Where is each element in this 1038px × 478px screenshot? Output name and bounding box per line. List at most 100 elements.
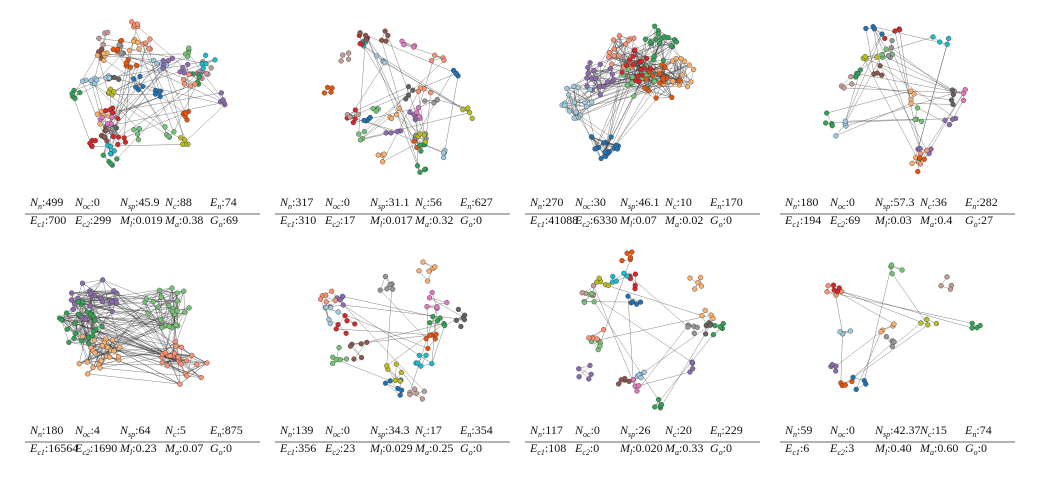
node xyxy=(110,110,116,116)
node xyxy=(382,60,388,66)
node xyxy=(83,316,89,322)
stat-value: 4 xyxy=(94,423,100,437)
node xyxy=(427,320,433,326)
stat-separator: : xyxy=(978,213,981,227)
stat-symbol: N xyxy=(119,195,129,209)
node xyxy=(690,366,696,372)
node xyxy=(114,290,120,296)
node xyxy=(657,71,663,77)
node xyxy=(198,374,204,381)
edge xyxy=(672,58,677,82)
stat-subscript: c1 xyxy=(37,448,45,457)
node xyxy=(88,311,94,317)
node xyxy=(143,296,150,302)
node xyxy=(610,37,617,43)
stat-subscript: n xyxy=(793,202,797,211)
edge xyxy=(843,87,964,94)
stat-value: 194 xyxy=(803,213,821,227)
node xyxy=(118,37,125,44)
edge xyxy=(892,322,922,347)
node xyxy=(94,111,100,117)
stat: Ml:0.017 xyxy=(369,213,413,229)
stat-symbol: N xyxy=(369,195,379,209)
node xyxy=(423,352,429,358)
stat-value: 10 xyxy=(680,195,692,209)
node xyxy=(924,147,930,153)
node xyxy=(129,19,135,25)
stat-separator: : xyxy=(679,441,682,455)
stat-subscript: sp xyxy=(378,430,385,439)
node xyxy=(469,115,475,121)
node xyxy=(194,362,200,368)
stat-subscript: c xyxy=(928,202,932,211)
stat: Ma:0.38 xyxy=(164,213,203,229)
node xyxy=(184,358,190,364)
edge xyxy=(891,47,954,95)
node xyxy=(428,90,434,96)
stat: Go:0 xyxy=(965,441,987,457)
edge xyxy=(71,299,105,343)
stat-separator: : xyxy=(590,441,593,455)
stat: Go:0 xyxy=(710,213,732,229)
stat-value: 0 xyxy=(476,213,482,227)
edge xyxy=(179,362,208,385)
node xyxy=(352,321,358,327)
node xyxy=(883,46,889,52)
edge xyxy=(664,65,688,87)
node xyxy=(641,65,647,71)
edge xyxy=(645,26,655,40)
node xyxy=(908,88,914,94)
node xyxy=(407,392,413,398)
node xyxy=(158,317,164,323)
edge xyxy=(87,312,185,363)
stat-subscript: sp xyxy=(628,202,635,211)
stat: Nc:56 xyxy=(414,195,442,211)
node xyxy=(66,339,72,345)
node xyxy=(597,92,603,98)
node xyxy=(379,159,386,165)
stat-value: 0 xyxy=(344,195,350,209)
stat-separator: : xyxy=(177,195,180,209)
node xyxy=(111,89,117,95)
edge xyxy=(115,299,179,361)
node xyxy=(432,52,438,58)
stat: Ml:0.020 xyxy=(619,441,663,457)
node xyxy=(110,46,116,53)
network-panel xyxy=(56,277,210,387)
node xyxy=(427,332,433,338)
node xyxy=(630,61,636,68)
stat-subscript: sp xyxy=(128,202,135,211)
edge xyxy=(163,64,186,114)
node xyxy=(159,324,165,331)
node xyxy=(720,321,726,327)
stat-separator: : xyxy=(385,195,388,209)
edge xyxy=(158,290,160,308)
stat: Ma:0.02 xyxy=(664,213,703,229)
stat-separator: : xyxy=(292,195,295,209)
edge xyxy=(360,117,391,141)
node xyxy=(357,30,363,36)
node xyxy=(908,100,914,107)
stat-subscript: c1 xyxy=(287,220,295,229)
node xyxy=(88,290,94,296)
stat-symbol: N xyxy=(119,423,129,437)
edge xyxy=(177,356,202,378)
edge xyxy=(395,364,397,381)
node xyxy=(103,108,109,114)
stat-value: 0.02 xyxy=(682,213,703,227)
node xyxy=(458,323,464,330)
edge xyxy=(336,359,391,382)
stat-separator: : xyxy=(42,195,45,209)
node xyxy=(123,60,129,66)
node xyxy=(196,74,202,80)
node xyxy=(165,58,172,64)
node xyxy=(631,93,637,99)
node xyxy=(924,316,930,322)
stat-separator: : xyxy=(382,213,385,227)
node xyxy=(355,111,361,117)
edge xyxy=(92,83,169,137)
stat-separator: : xyxy=(846,423,849,437)
edge xyxy=(593,285,638,392)
stat-subscript: n xyxy=(288,202,292,211)
stat-separator: : xyxy=(635,423,638,437)
